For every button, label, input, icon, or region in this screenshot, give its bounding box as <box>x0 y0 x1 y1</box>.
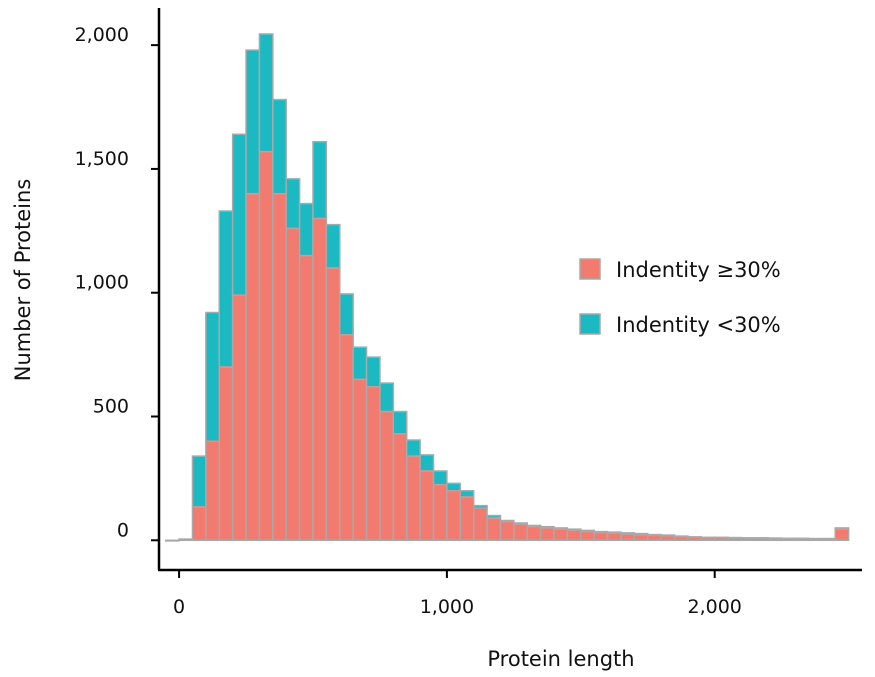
bar-identity-ge-30-13 <box>339 334 354 542</box>
bar-identity-ge-30-2 <box>191 506 207 542</box>
bar-identity-lt-30-10 <box>298 202 314 257</box>
bar-identity-ge-30-6 <box>245 192 261 542</box>
y-tick-label-0: 0 <box>117 519 129 541</box>
bar-identity-ge-30-9 <box>285 227 301 542</box>
bar-identity-lt-30-7 <box>258 33 274 153</box>
bar-identity-lt-30-5 <box>231 133 247 296</box>
bar-identity-lt-30-8 <box>272 98 287 195</box>
bar-identity-lt-30-27 <box>526 524 542 528</box>
bar-identity-ge-30-28 <box>539 527 555 542</box>
bar-identity-lt-30-30 <box>566 528 582 532</box>
bar-identity-lt-30-3 <box>205 311 221 443</box>
y-tick-label-1: 500 <box>93 396 129 418</box>
bar-identity-ge-30-5 <box>231 294 247 542</box>
bar-identity-ge-30-25 <box>499 520 515 542</box>
bar-identity-ge-30-21 <box>446 490 462 542</box>
legend-label-identity-lt-30: Indentity <30% <box>616 313 781 337</box>
bar-identity-lt-30-36 <box>647 533 662 537</box>
bar-identity-ge-30-8 <box>272 192 287 542</box>
bar-identity-ge-30-3 <box>205 440 221 542</box>
bar-identity-ge-30-15 <box>365 386 381 542</box>
bar-identity-ge-30-27 <box>526 525 542 542</box>
bar-identity-ge-30-11 <box>312 217 328 542</box>
bar-identity-lt-30-9 <box>285 178 301 230</box>
bar-identity-lt-30-19 <box>419 454 435 472</box>
bar-identity-ge-30-50 <box>834 528 850 542</box>
bar-identity-lt-30-25 <box>499 519 515 523</box>
bar-identity-lt-30-38 <box>673 535 689 538</box>
bar-identity-ge-30-32 <box>593 532 609 542</box>
bar-identity-lt-30-14 <box>352 346 368 381</box>
bar-identity-lt-30-13 <box>339 293 354 336</box>
bar-identity-lt-30-33 <box>606 531 622 535</box>
bar-identity-lt-30-18 <box>405 439 421 457</box>
x-axis-title: Protein length <box>487 647 634 671</box>
bar-identity-lt-30-26 <box>513 522 528 525</box>
bar-identity-lt-30-12 <box>325 223 341 269</box>
x-tick-label-1: 1,000 <box>420 596 474 618</box>
bar-identity-lt-30-2 <box>191 455 207 508</box>
bar-identity-lt-30-35 <box>633 532 649 536</box>
bar-identity-ge-30-34 <box>620 533 636 542</box>
y-axis-title: Number of Proteins <box>11 179 35 382</box>
x-tick-label-0: 0 <box>173 596 185 618</box>
bar-identity-ge-30-30 <box>566 529 582 542</box>
bar-identity-ge-30-35 <box>633 534 649 542</box>
bar-identity-ge-30-24 <box>486 517 502 542</box>
bar-identity-lt-30-29 <box>553 527 569 530</box>
x-tick-label-2: 2,000 <box>688 596 742 618</box>
bar-identity-ge-30-26 <box>513 523 528 542</box>
ticks-layer: 0 1,000 2,000 0 500 1,000 1,500 2,000 <box>75 24 742 618</box>
bar-identity-ge-30-22 <box>459 496 475 542</box>
bar-identity-lt-30-20 <box>432 470 448 486</box>
bar-identity-ge-30-7 <box>258 150 274 542</box>
bar-identity-lt-30-32 <box>593 530 609 534</box>
bar-identity-ge-30-0 <box>164 539 180 542</box>
bar-identity-ge-30-1 <box>178 538 194 542</box>
bar-identity-ge-30-4 <box>218 366 234 542</box>
y-tick-label-4: 2,000 <box>75 24 129 46</box>
legend: Indentity ≥30% Indentity <30% <box>579 258 781 337</box>
bar-identity-ge-30-17 <box>392 433 408 542</box>
bar-identity-lt-30-28 <box>539 525 555 529</box>
bars-layer <box>164 33 850 542</box>
bar-identity-lt-30-21 <box>446 482 462 492</box>
bar-identity-ge-30-16 <box>379 410 395 542</box>
bar-identity-lt-30-11 <box>312 140 328 220</box>
bar-identity-lt-30-4 <box>218 210 234 368</box>
y-tick-label-3: 1,500 <box>75 148 129 170</box>
bar-identity-lt-30-22 <box>459 490 475 498</box>
bar-identity-lt-30-15 <box>365 356 381 388</box>
bar-identity-ge-30-29 <box>553 528 569 542</box>
legend-swatch-identity-lt-30 <box>579 313 601 335</box>
bar-identity-ge-30-20 <box>432 483 448 542</box>
bar-identity-lt-30-31 <box>580 529 595 533</box>
bar-identity-lt-30-34 <box>620 532 636 535</box>
bar-identity-ge-30-23 <box>472 507 488 542</box>
bar-identity-lt-30-37 <box>660 534 676 537</box>
bar-identity-ge-30-18 <box>405 455 421 542</box>
bar-identity-lt-30-17 <box>392 410 408 435</box>
legend-label-identity-ge-30: Indentity ≥30% <box>616 258 781 282</box>
bar-identity-ge-30-31 <box>580 530 595 542</box>
bar-identity-ge-30-33 <box>606 532 622 542</box>
y-tick-label-2: 1,000 <box>75 272 129 294</box>
bar-identity-ge-30-19 <box>419 470 435 542</box>
bar-identity-ge-30-12 <box>325 267 341 542</box>
bar-identity-lt-30-50 <box>834 527 850 530</box>
legend-swatch-identity-ge-30 <box>579 258 601 280</box>
bar-identity-ge-30-10 <box>298 254 314 542</box>
bar-identity-lt-30-24 <box>486 514 502 519</box>
bar-identity-ge-30-14 <box>352 378 368 542</box>
bar-identity-lt-30-23 <box>472 504 488 509</box>
bar-identity-lt-30-6 <box>245 49 261 195</box>
bar-identity-lt-30-16 <box>379 382 395 413</box>
